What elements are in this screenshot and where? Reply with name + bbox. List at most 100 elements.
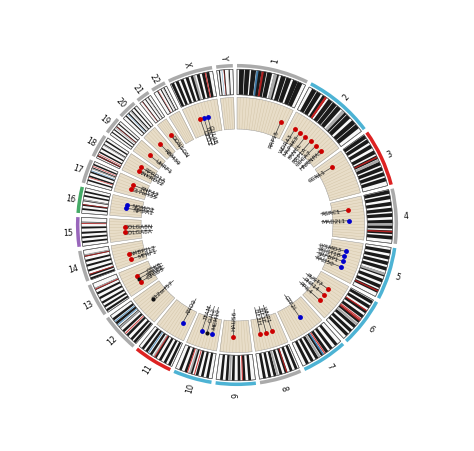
Text: CDCA7: CDCA7 xyxy=(295,150,313,167)
Wedge shape xyxy=(88,180,112,189)
Wedge shape xyxy=(196,351,205,376)
Wedge shape xyxy=(89,178,113,186)
Text: 18: 18 xyxy=(84,135,97,148)
Wedge shape xyxy=(119,262,157,297)
Text: RSRC1: RSRC1 xyxy=(320,209,340,217)
Text: DONSON: DONSON xyxy=(170,134,189,159)
Wedge shape xyxy=(367,230,392,235)
Wedge shape xyxy=(84,250,109,256)
Text: PPIL4: PPIL4 xyxy=(298,281,313,295)
Wedge shape xyxy=(76,217,81,248)
Wedge shape xyxy=(82,205,108,209)
Text: EIF3E: EIF3E xyxy=(257,306,266,323)
Wedge shape xyxy=(285,345,298,370)
Wedge shape xyxy=(83,200,109,206)
Wedge shape xyxy=(365,132,393,186)
Wedge shape xyxy=(278,78,291,104)
Wedge shape xyxy=(353,244,391,297)
Wedge shape xyxy=(224,71,226,96)
Wedge shape xyxy=(128,115,146,133)
Wedge shape xyxy=(92,274,129,313)
Wedge shape xyxy=(284,81,298,106)
Wedge shape xyxy=(303,336,319,359)
Wedge shape xyxy=(339,305,360,322)
Wedge shape xyxy=(335,309,356,328)
Wedge shape xyxy=(345,301,378,343)
Wedge shape xyxy=(189,349,198,374)
Wedge shape xyxy=(226,355,230,381)
Wedge shape xyxy=(363,256,388,266)
Wedge shape xyxy=(356,276,381,289)
Wedge shape xyxy=(270,351,279,376)
Wedge shape xyxy=(303,272,349,318)
Wedge shape xyxy=(365,196,391,204)
Wedge shape xyxy=(310,332,326,354)
Wedge shape xyxy=(239,70,244,96)
Wedge shape xyxy=(144,128,175,160)
Wedge shape xyxy=(82,160,93,184)
Wedge shape xyxy=(110,301,153,344)
Wedge shape xyxy=(351,151,375,166)
Wedge shape xyxy=(264,352,271,378)
Text: GOLGA8N: GOLGA8N xyxy=(123,224,153,230)
Wedge shape xyxy=(256,345,299,379)
Wedge shape xyxy=(126,317,146,336)
Text: RPRD1A: RPRD1A xyxy=(143,168,166,184)
Wedge shape xyxy=(91,136,106,158)
Wedge shape xyxy=(326,288,374,339)
Wedge shape xyxy=(237,70,306,109)
Text: PUST7: PUST7 xyxy=(305,272,323,287)
Wedge shape xyxy=(106,317,135,348)
Wedge shape xyxy=(309,333,324,355)
Wedge shape xyxy=(308,333,324,356)
Wedge shape xyxy=(367,226,393,229)
Wedge shape xyxy=(319,325,337,346)
Wedge shape xyxy=(366,208,392,214)
Wedge shape xyxy=(249,71,256,97)
Text: TFAM: TFAM xyxy=(203,305,213,321)
Wedge shape xyxy=(133,322,152,343)
Wedge shape xyxy=(216,354,255,381)
Wedge shape xyxy=(309,96,327,120)
Wedge shape xyxy=(343,136,366,153)
Text: 1: 1 xyxy=(270,58,280,64)
Text: GOLGA8A: GOLGA8A xyxy=(124,228,153,235)
Wedge shape xyxy=(367,230,392,233)
Wedge shape xyxy=(99,152,122,165)
Wedge shape xyxy=(99,286,122,299)
Wedge shape xyxy=(364,191,390,199)
Text: 21: 21 xyxy=(131,83,144,96)
Wedge shape xyxy=(88,285,107,316)
Wedge shape xyxy=(206,73,214,98)
Wedge shape xyxy=(98,154,121,166)
Wedge shape xyxy=(139,327,182,367)
Text: 13: 13 xyxy=(82,299,94,311)
Text: OFD1: OFD1 xyxy=(201,130,211,147)
Wedge shape xyxy=(103,144,126,159)
Text: 11: 11 xyxy=(141,362,155,375)
Wedge shape xyxy=(181,79,192,104)
Wedge shape xyxy=(220,354,225,380)
Wedge shape xyxy=(300,89,317,114)
Wedge shape xyxy=(106,119,119,134)
Text: C17orf35: C17orf35 xyxy=(130,187,158,201)
Wedge shape xyxy=(260,370,301,385)
Wedge shape xyxy=(89,267,114,276)
Wedge shape xyxy=(84,251,109,257)
Text: 12: 12 xyxy=(106,333,119,346)
Wedge shape xyxy=(268,351,276,377)
Text: 2: 2 xyxy=(341,92,351,102)
Wedge shape xyxy=(325,111,345,132)
Wedge shape xyxy=(190,350,200,374)
Wedge shape xyxy=(315,328,333,350)
Wedge shape xyxy=(364,252,390,260)
Text: X: X xyxy=(182,60,192,69)
Wedge shape xyxy=(81,224,107,225)
Wedge shape xyxy=(185,78,196,103)
Text: 17: 17 xyxy=(72,163,84,175)
Wedge shape xyxy=(83,200,109,205)
Text: 3: 3 xyxy=(386,149,394,159)
Wedge shape xyxy=(133,281,175,322)
Wedge shape xyxy=(145,100,161,121)
Text: FANCL: FANCL xyxy=(287,143,302,161)
